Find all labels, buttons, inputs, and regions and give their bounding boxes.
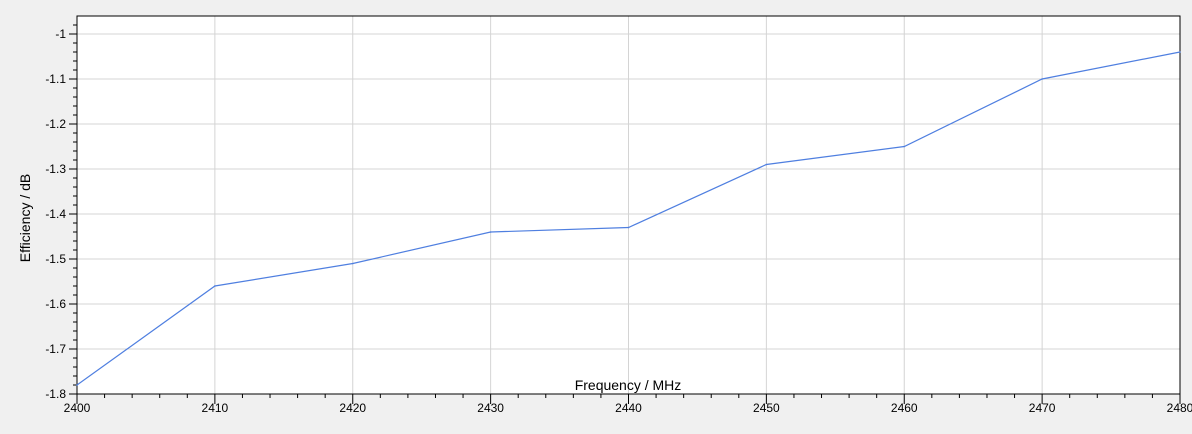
x-tick-label: 2400 xyxy=(64,401,91,415)
x-tick-label: 2430 xyxy=(477,401,504,415)
axis-ticks xyxy=(69,24,1181,404)
y-tick-label: -1.4 xyxy=(45,207,66,221)
y-tick-label: -1.6 xyxy=(45,297,66,311)
y-tick-label: -1.8 xyxy=(45,387,66,401)
y-tick-label: -1.7 xyxy=(45,342,66,356)
x-tick-label: 2470 xyxy=(1029,401,1056,415)
x-tick-label: 2410 xyxy=(202,401,229,415)
y-tick-label: -1.5 xyxy=(45,252,66,266)
y-tick-label: -1.3 xyxy=(45,162,66,176)
y-tick-label: -1.2 xyxy=(45,117,66,131)
x-tick-label: 2420 xyxy=(339,401,366,415)
series-layer xyxy=(76,51,1181,386)
data-point xyxy=(76,384,78,386)
data-point xyxy=(1041,78,1043,80)
data-point xyxy=(489,231,492,233)
tick-labels: 2400 2410 2420 2430 2440 2450 2460 2470 2480 -1.8… xyxy=(45,27,1192,415)
data-point xyxy=(214,285,216,287)
x-tick-label: 2440 xyxy=(615,401,642,415)
y-tick-label: -1 xyxy=(55,27,66,41)
y-axis-label: Efficiency / dB xyxy=(17,174,33,262)
x-tick-label: 2460 xyxy=(891,401,918,415)
data-point xyxy=(627,226,630,229)
data-point xyxy=(903,145,906,148)
data-point xyxy=(765,163,768,166)
x-axis-label: Frequency / MHz xyxy=(575,377,682,393)
data-point xyxy=(1179,51,1181,53)
x-tick-label: 2480 xyxy=(1167,401,1192,415)
data-point xyxy=(351,262,354,265)
y-tick-label: -1.1 xyxy=(45,72,66,86)
x-tick-label: 2450 xyxy=(753,401,780,415)
